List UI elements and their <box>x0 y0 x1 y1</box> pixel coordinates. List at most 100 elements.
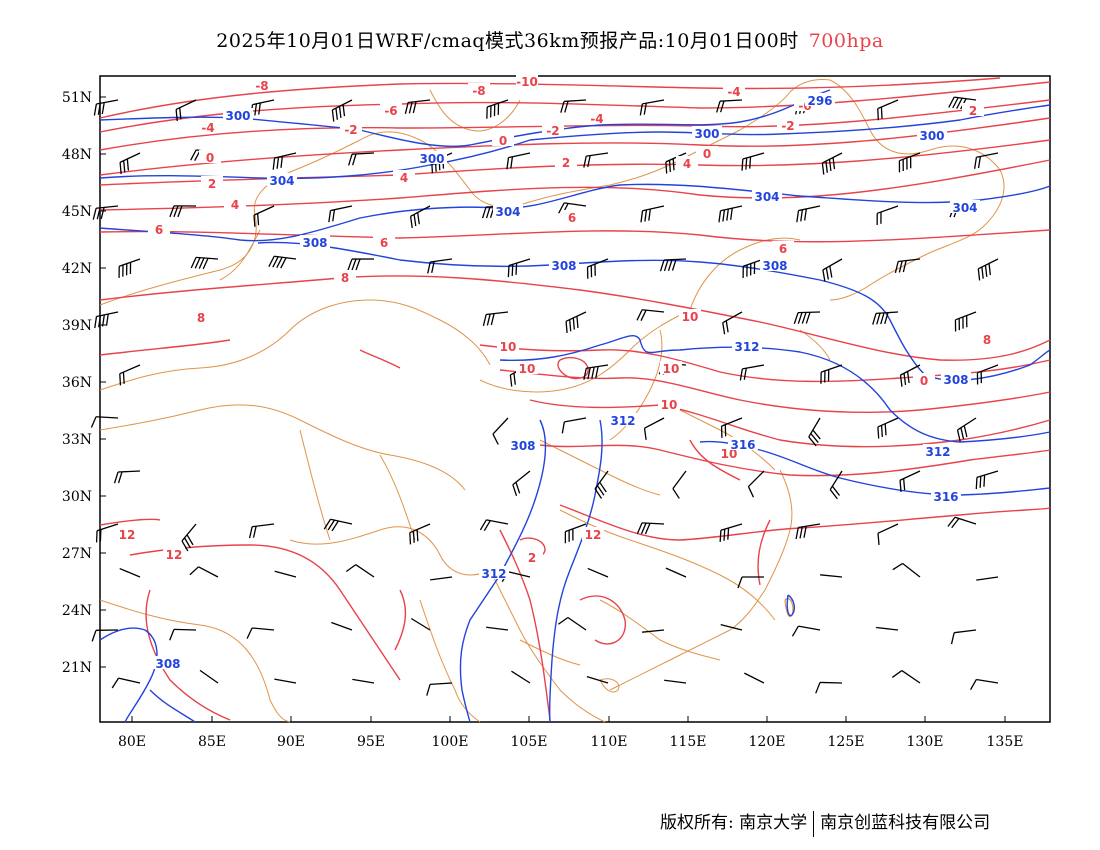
label-bg <box>732 339 762 352</box>
wind-barb <box>665 567 687 578</box>
map-frame <box>99 75 1051 723</box>
wind-barb <box>872 311 899 325</box>
wind-barb <box>720 623 743 631</box>
wind-barb <box>796 205 821 223</box>
label-bg <box>913 373 935 386</box>
label-bg <box>334 270 356 283</box>
label-bg <box>201 176 223 189</box>
wind-barb <box>739 364 765 381</box>
wind-barb <box>747 470 765 498</box>
lon-label: 95E <box>357 734 385 750</box>
label-bg <box>542 123 564 136</box>
wind-barb <box>95 523 119 543</box>
label-bg <box>676 156 698 169</box>
label-bg <box>417 151 447 164</box>
label-bg <box>163 547 185 560</box>
title-main: 2025年10月01日WRF/cmaq模式36km预报产品:10月01日00时 <box>216 30 799 52</box>
footer-divider <box>813 810 815 837</box>
label-bg <box>608 413 638 426</box>
wind-barb <box>410 617 431 631</box>
chart-title: 2025年10月01日WRF/cmaq模式36km预报产品:10月01日00时 7… <box>0 26 1100 53</box>
height-contour-label: 300 <box>694 127 719 141</box>
label-bg <box>224 197 246 210</box>
label-bg <box>941 372 971 385</box>
wind-barb <box>94 311 119 329</box>
label-bg <box>373 235 395 248</box>
isotherm-label: 6 <box>155 223 163 237</box>
wind-barb <box>877 523 899 545</box>
label-bg <box>772 241 794 254</box>
wind-barb <box>175 99 197 122</box>
lat-label: 45N <box>62 204 92 220</box>
label-bg <box>923 444 953 457</box>
height-contour-label: 308 <box>943 373 968 387</box>
wind-barb <box>557 616 587 631</box>
label-bg <box>976 332 998 345</box>
lon-label: 105E <box>511 734 548 750</box>
label-bg <box>777 118 799 131</box>
isotherm-label: 8 <box>197 311 205 325</box>
isotherm-label: 12 <box>585 528 602 542</box>
isotherm-label: -4 <box>727 85 740 99</box>
wind-barb <box>189 566 219 578</box>
lon-label: 80E <box>118 734 146 750</box>
label-bg <box>962 103 984 116</box>
label-bg <box>508 438 538 451</box>
label-bg <box>190 310 212 323</box>
label-bg <box>660 361 682 374</box>
height-contour-label: 300 <box>419 152 444 166</box>
wind-barb <box>347 258 375 271</box>
label-bg <box>492 133 514 146</box>
wind-barb <box>348 152 375 166</box>
wind-barb <box>877 99 899 121</box>
wind-barb <box>636 309 665 321</box>
wind-barb <box>119 364 141 386</box>
wind-barb <box>820 364 843 384</box>
wind-barb <box>93 99 119 116</box>
height-contour-label: 312 <box>481 567 506 581</box>
isotherm-label: 2 <box>528 551 536 565</box>
isotherm-label: 0 <box>920 374 928 388</box>
wind-barb <box>328 205 353 223</box>
wind-barb <box>274 678 297 684</box>
wind-barb <box>948 96 977 110</box>
label-bg <box>752 189 782 202</box>
label-bg <box>493 204 523 217</box>
wind-barb <box>947 516 977 529</box>
wind-barb <box>92 205 119 220</box>
wind-barb <box>492 417 509 445</box>
wind-barb <box>659 258 687 272</box>
wind-barb <box>876 626 899 631</box>
height-contour-label: 312 <box>925 445 950 459</box>
isotherm-label: 12 <box>119 528 136 542</box>
wind-barb <box>899 470 921 492</box>
wind-barb <box>564 523 587 544</box>
wind-barb <box>722 311 743 335</box>
label-bg <box>696 146 718 159</box>
wind-barb <box>894 258 921 274</box>
wind-barb <box>744 672 765 684</box>
wind-barb <box>430 576 453 581</box>
label-bg <box>692 126 722 139</box>
height-contour-label: 316 <box>933 490 958 504</box>
wind-barb <box>791 625 821 637</box>
label-bg <box>393 170 415 183</box>
lon-label: 90E <box>277 734 305 750</box>
wind-barb <box>253 205 275 227</box>
label-bg <box>658 397 680 410</box>
wind-barb <box>90 416 119 428</box>
isotherm-label: 10 <box>500 340 517 354</box>
lat-label: 39N <box>62 318 92 334</box>
wind-barb <box>970 678 999 691</box>
lon-label: 100E <box>432 734 469 750</box>
isotherm-label: 6 <box>380 236 388 250</box>
wind-barb <box>829 470 843 500</box>
isotherm-label: -2 <box>781 119 794 133</box>
wind-barb <box>808 417 821 447</box>
wind-barb <box>892 562 921 578</box>
wind-barb <box>737 576 765 589</box>
wind-barb <box>821 152 843 175</box>
wind-barb <box>190 256 219 270</box>
wind-barb <box>272 152 297 170</box>
